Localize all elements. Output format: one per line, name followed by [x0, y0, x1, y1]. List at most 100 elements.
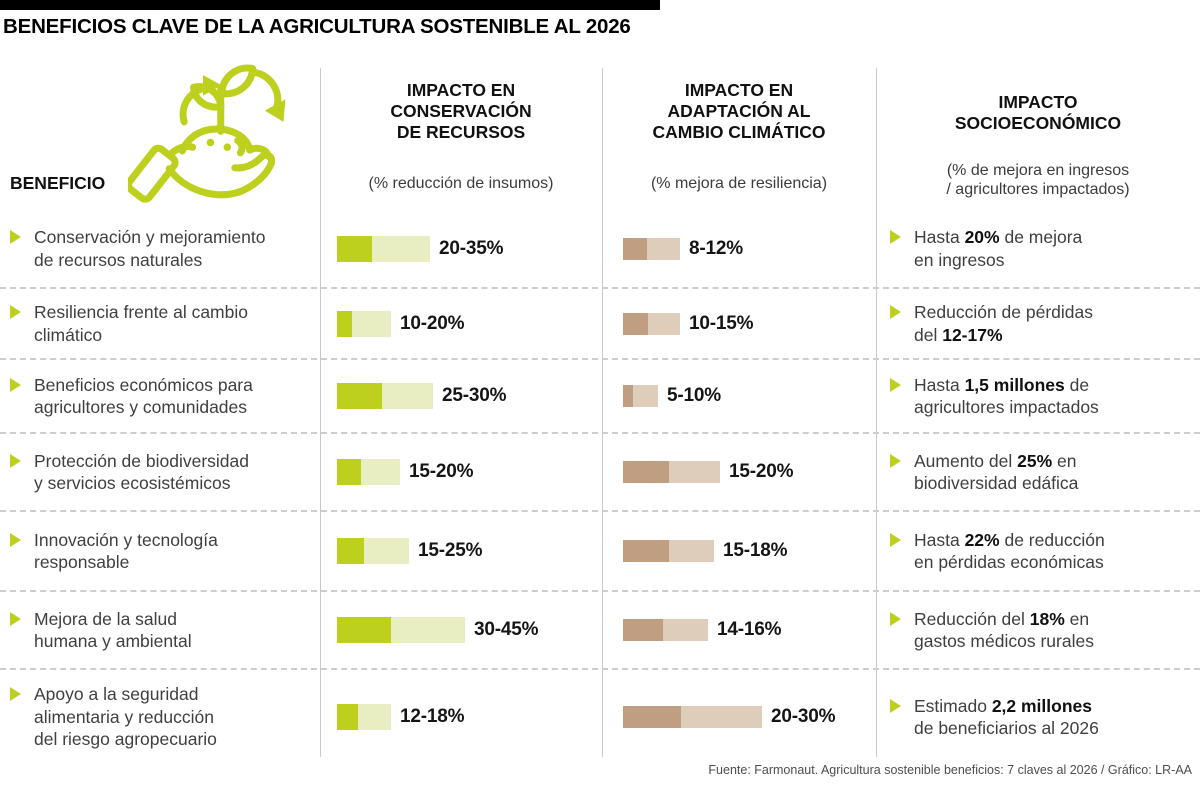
conservation-range-label: 12-18%	[400, 706, 465, 727]
socioeconomic-text: Reducción del 18% en gastos médicos rura…	[914, 608, 1094, 651]
bullet-arrow-icon	[10, 453, 21, 468]
socioeconomic-cell: Hasta 20% de mejora en ingresos	[876, 226, 1200, 271]
benefit-label: Mejora de la salud humana y ambiental	[34, 608, 192, 651]
benefit-label: Protección de biodiversidad y servicios …	[34, 450, 249, 493]
column-title-conservation: IMPACTO EN CONSERVACIÓN DE RECURSOS	[390, 80, 532, 142]
conservation-cell: 20-35%	[320, 235, 602, 262]
benefit-label: Conservación y mejoramiento de recursos …	[34, 227, 266, 270]
climate-range-label: 15-20%	[729, 461, 794, 482]
bar-high-segment	[669, 461, 720, 483]
climate-cell: 15-20%	[602, 461, 876, 483]
socioeconomic-text: Hasta 22% de reducción en pérdidas econó…	[914, 529, 1105, 572]
table-row: Apoyo a la seguridad alimentaria y reduc…	[0, 668, 1200, 764]
socioeconomic-text: Aumento del 25% en biodiversidad edáfica	[914, 450, 1079, 493]
socioeconomic-cell: Reducción del 18% en gastos médicos rura…	[876, 608, 1200, 653]
table-row: Resiliencia frente al cambio climático 10…	[0, 287, 1200, 358]
benefit-cell: Resiliencia frente al cambio climático	[0, 301, 320, 346]
benefit-label: Innovación y tecnología responsable	[34, 529, 218, 572]
top-black-bar	[0, 0, 660, 10]
conservation-range-label: 10-20%	[400, 312, 465, 334]
bar-low-segment	[337, 459, 361, 485]
benefit-label: Apoyo a la seguridad alimentaria y reduc…	[34, 684, 217, 750]
bar-high-segment	[372, 235, 430, 262]
table-row: Protección de biodiversidad y servicios …	[0, 432, 1200, 510]
bullet-arrow-icon	[10, 230, 21, 245]
conservation-range-label: 20-35%	[439, 237, 504, 259]
socioeconomic-cell: Aumento del 25% en biodiversidad edáfica	[876, 450, 1200, 495]
bar-low-segment	[623, 237, 647, 260]
table-row: Innovación y tecnología responsable 15-25…	[0, 510, 1200, 590]
conservation-range-label: 25-30%	[442, 385, 507, 406]
column-subtitle-socioeconomic: (% de mejora en ingresos / agricultores …	[946, 161, 1130, 199]
header-climate-cell: IMPACTO EN ADAPTACIÓN AL CAMBIO CLIMÁTIC…	[602, 68, 876, 210]
page-title: BENEFICIOS CLAVE DE LA AGRICULTURA SOSTE…	[3, 15, 631, 38]
column-divider	[876, 68, 877, 757]
benefit-column-label: BENEFICIO	[10, 173, 106, 193]
climate-bar	[623, 619, 708, 641]
table-body: Conservación y mejoramiento de recursos …	[0, 210, 1200, 764]
climate-bar	[623, 461, 720, 483]
climate-range-label: 14-16%	[717, 619, 782, 640]
conservation-bar	[337, 383, 433, 409]
bullet-arrow-icon	[890, 453, 901, 468]
conservation-bar	[337, 538, 409, 564]
climate-cell: 15-18%	[602, 540, 876, 562]
socioeconomic-cell: Hasta 22% de reducción en pérdidas econó…	[876, 529, 1200, 574]
bullet-arrow-icon	[890, 305, 901, 320]
conservation-cell: 30-45%	[320, 617, 602, 643]
benefit-cell: Innovación y tecnología responsable	[0, 529, 320, 574]
bar-high-segment	[633, 385, 658, 407]
socioeconomic-cell: Hasta 1,5 millones de agricultores impac…	[876, 374, 1200, 419]
bullet-arrow-icon	[10, 687, 21, 702]
climate-range-label: 10-15%	[689, 312, 754, 334]
source-credit: Fuente: Farmonaut. Agricultura sostenibl…	[708, 763, 1192, 777]
benefit-cell: Mejora de la salud humana y ambiental	[0, 608, 320, 653]
bullet-arrow-icon	[10, 532, 21, 547]
climate-cell: 20-30%	[602, 706, 876, 728]
conservation-bar	[337, 459, 400, 485]
conservation-bar	[337, 235, 430, 262]
benefit-cell: Apoyo a la seguridad alimentaria y reduc…	[0, 683, 320, 750]
column-divider	[602, 68, 603, 757]
bar-low-segment	[337, 704, 358, 730]
climate-cell: 14-16%	[602, 619, 876, 641]
conservation-bar	[337, 617, 465, 643]
header-socioeconomic-cell: IMPACTO SOCIOECONÓMICO (% de mejora en i…	[876, 68, 1200, 210]
hand-holding-sprout-icon	[125, 60, 306, 215]
climate-bar	[623, 540, 714, 562]
socioeconomic-text: Reducción de pérdidas del 12-17%	[914, 302, 1094, 345]
bullet-arrow-icon	[890, 377, 901, 392]
climate-bar	[623, 706, 762, 728]
bar-high-segment	[391, 617, 465, 643]
conservation-bar	[337, 310, 391, 337]
conservation-cell: 15-25%	[320, 538, 602, 564]
bar-low-segment	[623, 619, 663, 641]
benefit-label: Beneficios económicos para agricultores …	[34, 374, 253, 417]
bar-high-segment	[361, 459, 400, 485]
bullet-arrow-icon	[890, 230, 901, 245]
conservation-cell: 12-18%	[320, 704, 602, 730]
benefit-cell: Beneficios económicos para agricultores …	[0, 374, 320, 419]
bar-high-segment	[352, 310, 391, 337]
bullet-arrow-icon	[890, 532, 901, 547]
table-row: Beneficios económicos para agricultores …	[0, 358, 1200, 432]
header-conservation-cell: IMPACTO EN CONSERVACIÓN DE RECURSOS (% r…	[320, 68, 602, 210]
conservation-cell: 10-20%	[320, 310, 602, 337]
bar-low-segment	[337, 310, 352, 337]
conservation-range-label: 15-20%	[409, 461, 474, 482]
bullet-arrow-icon	[890, 698, 901, 713]
bar-low-segment	[623, 540, 669, 562]
header-benefit-cell: BENEFICIO	[0, 64, 320, 210]
climate-range-label: 5-10%	[667, 385, 721, 406]
climate-bar	[623, 237, 680, 260]
socioeconomic-text: Estimado 2,2 millones de beneficiarios a…	[914, 695, 1099, 738]
climate-range-label: 15-18%	[723, 540, 788, 561]
column-subtitle-conservation: (% reducción de insumos)	[368, 175, 554, 193]
conservation-range-label: 15-25%	[418, 540, 483, 561]
socioeconomic-text: Hasta 20% de mejora en ingresos	[914, 227, 1083, 270]
bar-low-segment	[623, 706, 681, 728]
bar-high-segment	[358, 704, 391, 730]
socioeconomic-text: Hasta 1,5 millones de agricultores impac…	[914, 374, 1099, 417]
climate-cell: 5-10%	[602, 385, 876, 407]
table-header: BENEFICIO IMPACTO EN CONSERVACIÓN DE REC…	[0, 64, 1200, 210]
